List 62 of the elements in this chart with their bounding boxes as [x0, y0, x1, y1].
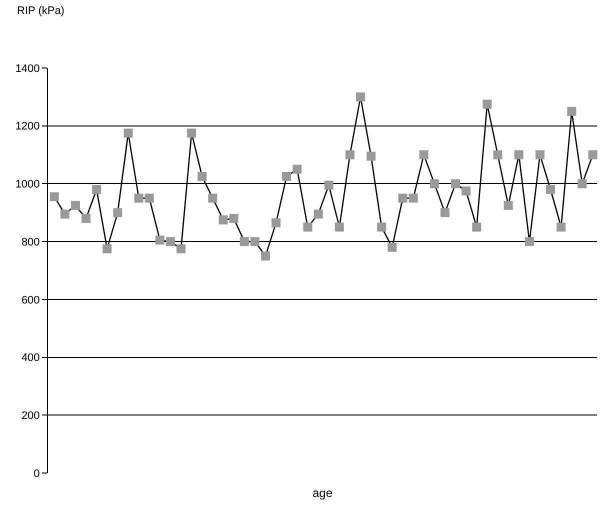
point	[472, 222, 482, 232]
y-tick-label: 1000	[15, 178, 40, 191]
x-axis-title: age	[312, 486, 333, 500]
point	[187, 128, 196, 138]
point	[102, 244, 112, 254]
point	[388, 242, 397, 252]
point	[324, 180, 334, 190]
y-tick-label: 200	[21, 410, 40, 422]
point	[334, 222, 344, 232]
point	[292, 164, 302, 174]
point	[377, 222, 386, 232]
point	[229, 214, 238, 223]
y-tick-label: 1400	[15, 62, 40, 75]
point	[462, 186, 471, 196]
point	[282, 172, 292, 181]
point	[240, 237, 249, 246]
point	[556, 222, 566, 232]
point	[218, 215, 228, 224]
point	[176, 244, 186, 254]
point	[70, 200, 80, 210]
y-tick-label: 800	[21, 236, 40, 248]
point	[303, 222, 312, 232]
point	[50, 192, 59, 202]
point	[134, 194, 144, 203]
point	[92, 185, 102, 194]
y-tick-label: 1200	[15, 120, 40, 133]
point	[356, 92, 366, 102]
point	[430, 179, 439, 188]
point	[144, 194, 154, 203]
point	[345, 150, 354, 160]
point	[272, 218, 281, 228]
point	[113, 208, 122, 218]
point	[546, 185, 556, 194]
y-axis-title: RIP (kPa)	[17, 5, 64, 17]
point	[408, 194, 418, 203]
point	[155, 236, 164, 245]
point	[250, 237, 260, 246]
y-tick-label: 600	[21, 294, 40, 306]
point	[208, 194, 218, 203]
point	[451, 179, 460, 188]
point	[524, 237, 534, 246]
point	[419, 150, 428, 160]
point	[482, 100, 492, 109]
point	[578, 179, 587, 188]
point	[124, 128, 133, 138]
point	[493, 150, 502, 160]
point	[588, 150, 598, 160]
point	[504, 200, 513, 210]
point	[166, 237, 175, 246]
point	[514, 150, 524, 160]
point	[535, 150, 544, 160]
point	[82, 214, 91, 223]
point	[366, 152, 376, 161]
point	[567, 106, 576, 116]
point	[398, 194, 408, 203]
point	[60, 210, 70, 219]
point	[260, 252, 270, 261]
y-tick-label: 0	[34, 468, 40, 480]
point	[198, 172, 207, 181]
point	[440, 208, 450, 218]
y-tick-label: 400	[21, 352, 40, 364]
point	[314, 210, 323, 219]
